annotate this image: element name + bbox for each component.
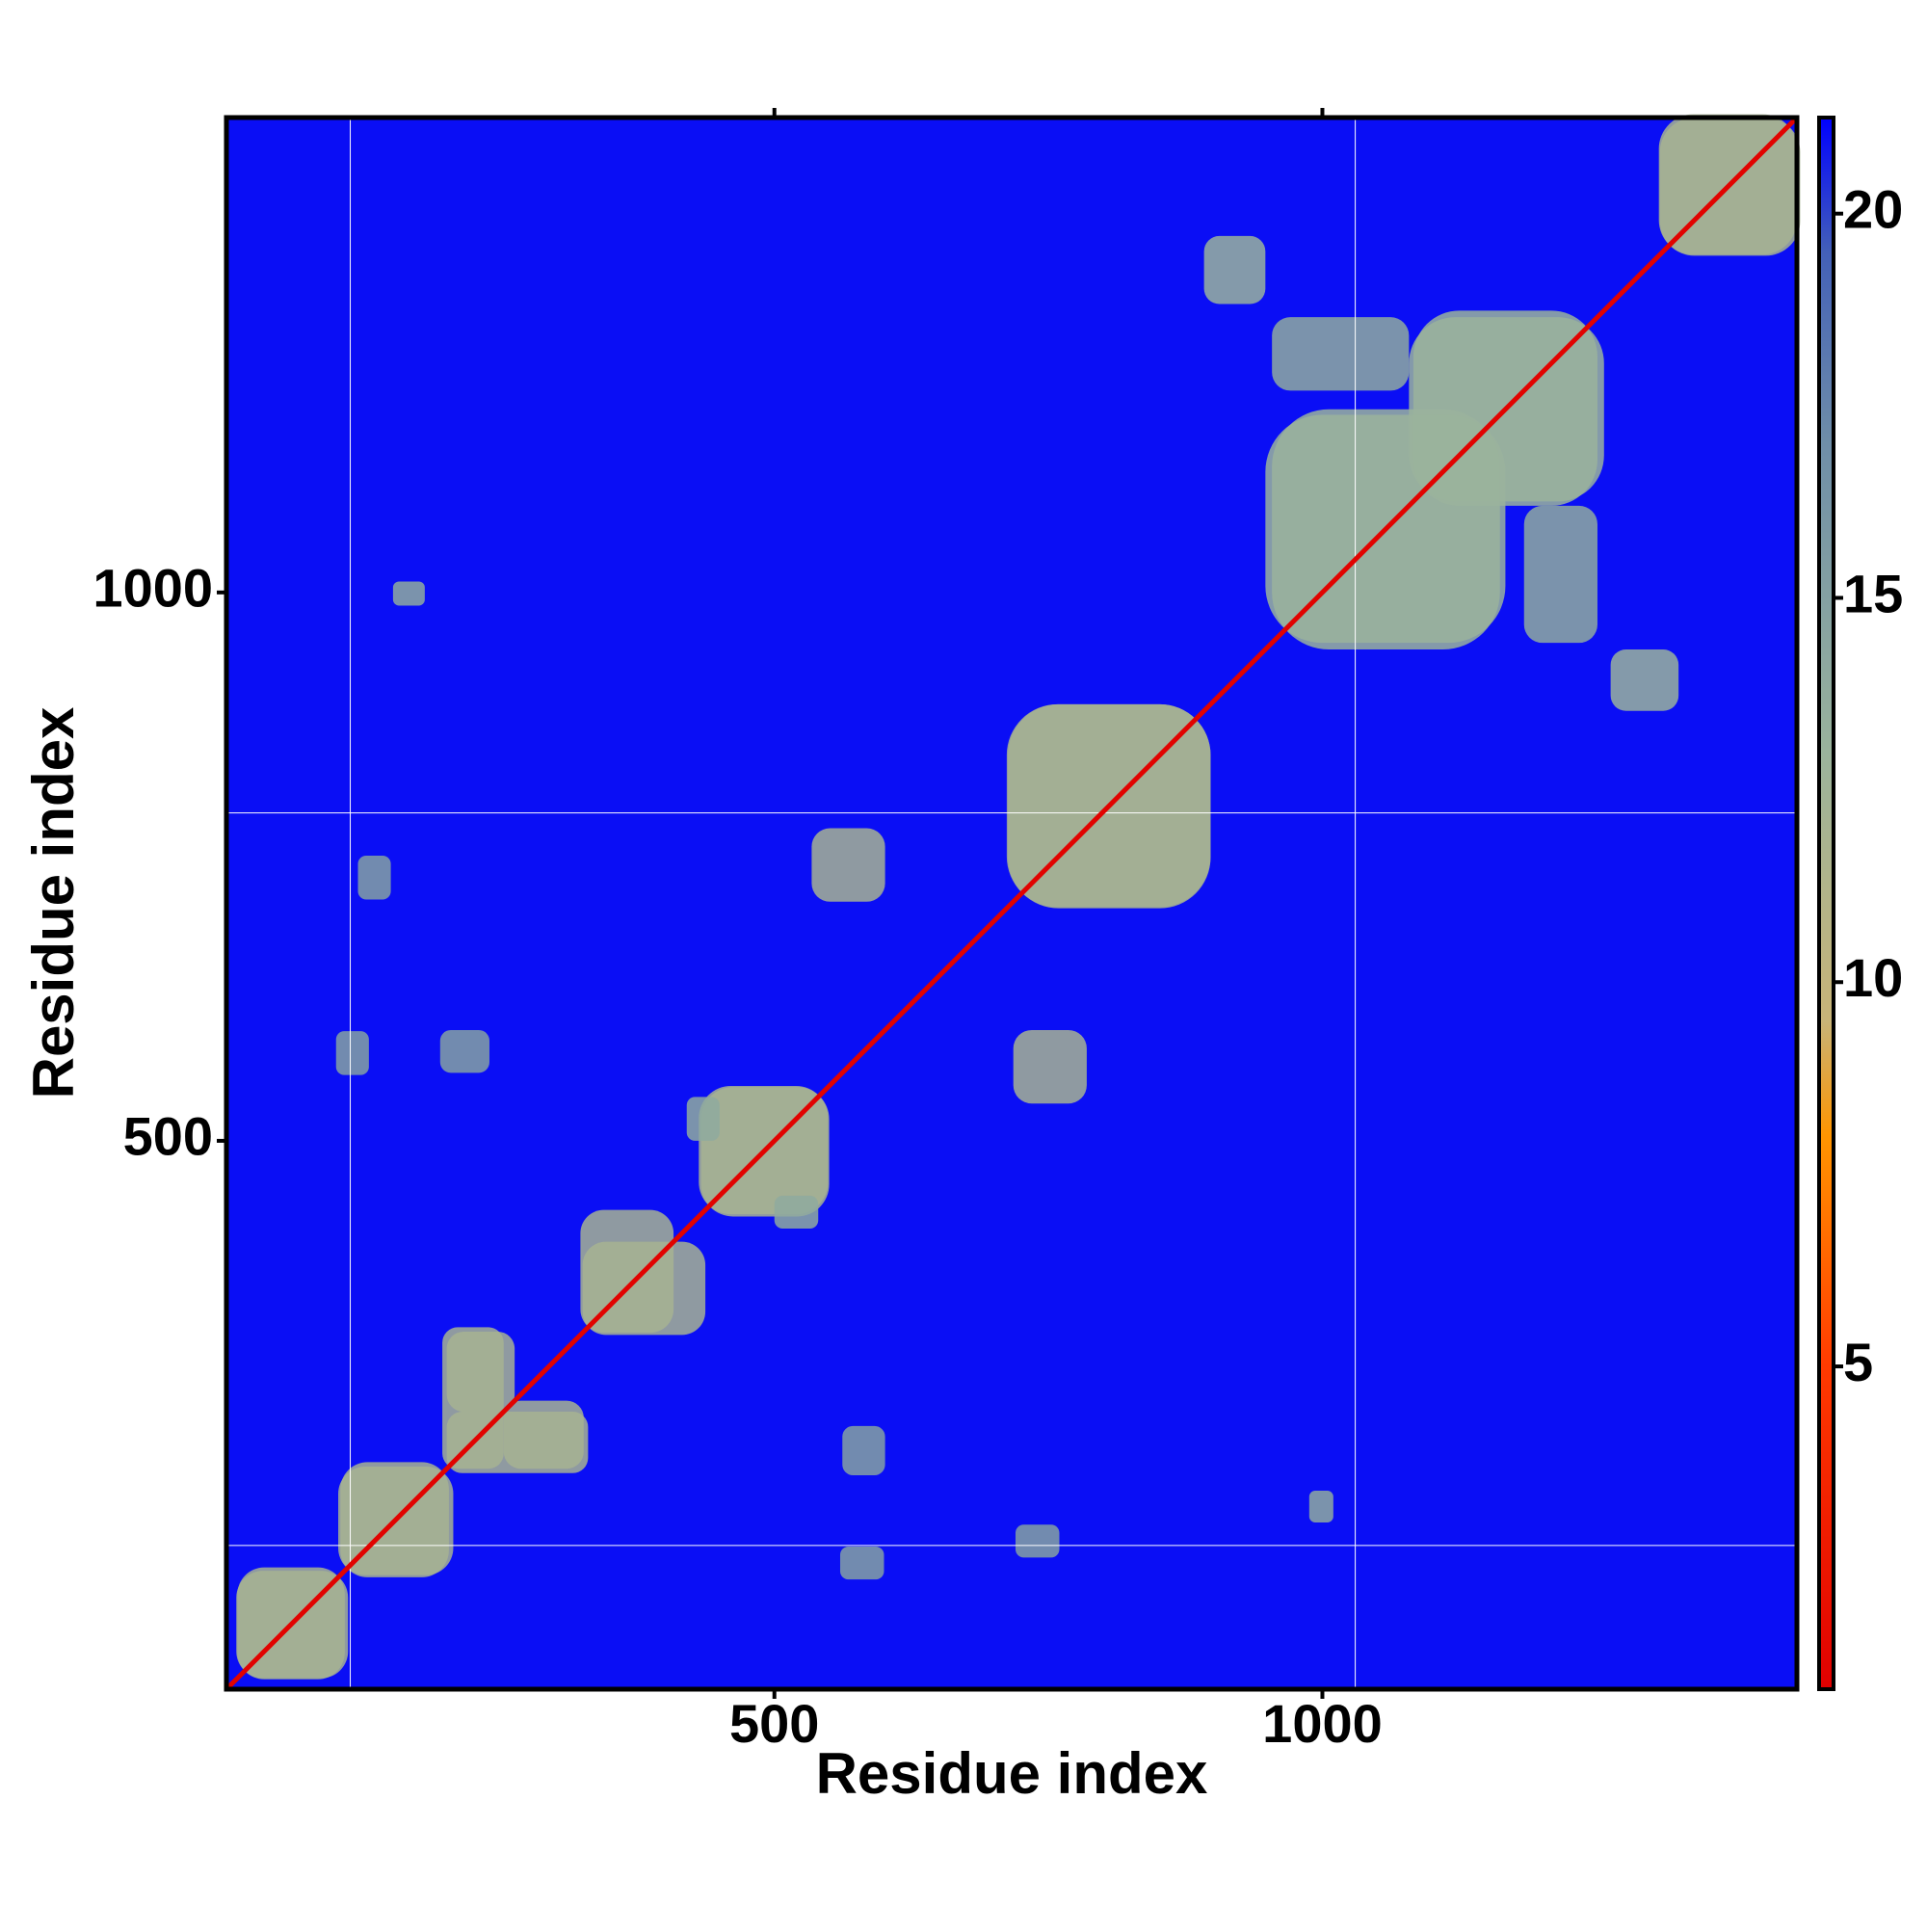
contact-region (392, 581, 425, 606)
contact-region (839, 1547, 884, 1580)
contact-region (335, 1031, 369, 1075)
colorbar-tick-label: 20 (1843, 178, 1903, 239)
contact-region (1015, 1524, 1060, 1558)
contact-region (842, 1425, 885, 1476)
colorbar-tick-label: 15 (1843, 563, 1903, 623)
contact-region (1610, 649, 1679, 711)
contact-region (1272, 317, 1410, 391)
contact-region (811, 828, 885, 902)
contact-region (1523, 505, 1597, 644)
colorbar-tick-label: 5 (1843, 1332, 1873, 1392)
diagonal (224, 116, 1799, 1691)
colorbar-tick-label: 10 (1843, 947, 1903, 1008)
x-axis-title: Residue index (816, 1741, 1208, 1806)
contact-region (1013, 1029, 1087, 1104)
plot-frame (224, 115, 1800, 1692)
contact-region (1203, 235, 1266, 304)
contact-region (439, 1029, 489, 1073)
x-tick-label: 1000 (1262, 1693, 1383, 1754)
contact-region (774, 1195, 819, 1229)
colorbar (1817, 116, 1835, 1691)
contact-region (686, 1097, 720, 1141)
contact-region (503, 1400, 584, 1469)
y-tick-label: 500 (123, 1106, 213, 1167)
contact-region (446, 1331, 515, 1413)
y-axis-title: Residue index (21, 707, 86, 1099)
x-tick-label: 500 (729, 1693, 819, 1754)
contact-region (582, 1241, 706, 1336)
y-tick-label: 1000 (92, 558, 213, 619)
contact-region (1308, 1490, 1333, 1522)
contact-region (357, 855, 391, 900)
